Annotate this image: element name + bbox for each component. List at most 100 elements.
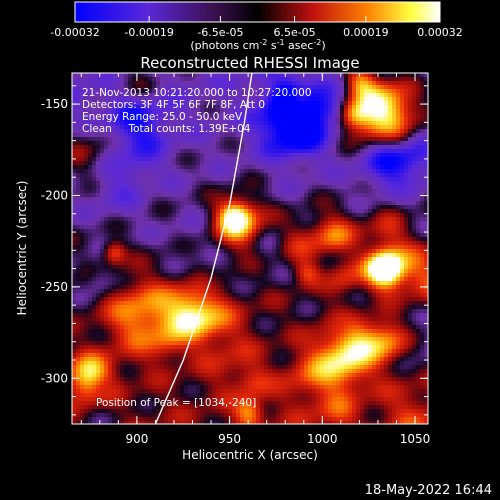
heatmap-cell <box>192 125 197 130</box>
heatmap-cell <box>400 137 405 142</box>
heatmap-cell <box>176 137 181 142</box>
heatmap-cell <box>392 205 397 210</box>
heatmap-cell <box>76 121 81 126</box>
heatmap-cell <box>156 245 161 250</box>
heatmap-cell <box>196 261 201 266</box>
heatmap-cell <box>164 225 169 230</box>
heatmap-cell <box>324 77 329 82</box>
heatmap-cell <box>240 197 245 202</box>
heatmap-cell <box>252 77 257 82</box>
heatmap-cell <box>84 269 89 274</box>
heatmap-cell <box>284 165 289 170</box>
heatmap-cell <box>220 221 225 226</box>
heatmap-cell <box>352 101 357 106</box>
heatmap-cell <box>364 213 369 218</box>
heatmap-cell <box>400 277 405 282</box>
heatmap-cell <box>308 265 313 270</box>
heatmap-cell <box>132 257 137 262</box>
heatmap-cell <box>328 225 333 230</box>
heatmap-cell <box>300 105 305 110</box>
heatmap-cell <box>208 261 213 266</box>
heatmap-cell <box>168 185 173 190</box>
heatmap-cell <box>324 93 329 98</box>
heatmap-cell <box>104 261 109 266</box>
heatmap-cell <box>360 181 365 186</box>
heatmap-cell <box>400 153 405 158</box>
heatmap-cell <box>208 125 213 130</box>
heatmap-cell <box>80 273 85 278</box>
heatmap-cell <box>340 273 345 278</box>
heatmap-cell <box>76 165 81 170</box>
heatmap-cell <box>328 217 333 222</box>
heatmap-cell <box>356 101 361 106</box>
heatmap-cell <box>240 269 245 274</box>
heatmap-cell <box>296 169 301 174</box>
heatmap-cell <box>88 125 93 130</box>
heatmap-cell <box>228 245 233 250</box>
heatmap-cell <box>320 133 325 138</box>
heatmap-cell <box>412 285 417 290</box>
heatmap-cell <box>304 241 309 246</box>
heatmap-cell <box>352 145 357 150</box>
heatmap-cell <box>112 121 117 126</box>
heatmap-cell <box>396 181 401 186</box>
heatmap-cell <box>320 277 325 282</box>
heatmap-cell <box>132 285 137 290</box>
heatmap-cell <box>352 109 357 114</box>
heatmap-cell <box>424 153 428 158</box>
heatmap-cell <box>396 133 401 138</box>
heatmap-cell <box>80 145 85 150</box>
heatmap-cell <box>260 85 265 90</box>
heatmap-cell <box>236 293 241 298</box>
heatmap-cell <box>96 217 101 222</box>
heatmap-cell <box>416 277 421 282</box>
heatmap-cell <box>204 169 209 174</box>
heatmap-cell <box>236 85 241 90</box>
heatmap-cell <box>120 209 125 214</box>
heatmap-cell <box>284 129 289 134</box>
heatmap-cell <box>340 277 345 282</box>
heatmap-cell <box>228 193 233 198</box>
heatmap-cell <box>324 125 329 130</box>
heatmap-cell <box>124 145 129 150</box>
heatmap-cell <box>412 197 417 202</box>
heatmap-cell <box>260 105 265 110</box>
heatmap-cell <box>152 265 157 270</box>
heatmap-cell <box>396 237 401 242</box>
heatmap-cell <box>304 129 309 134</box>
heatmap-cell <box>364 161 369 166</box>
heatmap-cell <box>276 73 281 78</box>
heatmap-cell <box>144 137 149 142</box>
heatmap-cell <box>424 169 428 174</box>
heatmap-cell <box>304 277 309 282</box>
heatmap-cell <box>268 269 273 274</box>
heatmap-cell <box>228 117 233 122</box>
heatmap-cell <box>136 121 141 126</box>
heatmap-cell <box>392 77 397 82</box>
heatmap-cell <box>300 149 305 154</box>
heatmap-cell <box>232 209 237 214</box>
heatmap-cell <box>112 205 117 210</box>
heatmap-cell <box>276 261 281 266</box>
heatmap-cell <box>236 245 241 250</box>
heatmap-cell <box>408 81 413 86</box>
heatmap-cell <box>352 97 357 102</box>
heatmap-cell <box>180 221 185 226</box>
heatmap-cell <box>328 177 333 182</box>
heatmap-cell <box>192 177 197 182</box>
heatmap-cell <box>400 185 405 190</box>
heatmap-cell <box>160 117 165 122</box>
heatmap-cell <box>400 165 405 170</box>
heatmap-cell <box>356 169 361 174</box>
heatmap-cell <box>372 93 377 98</box>
heatmap-cell <box>168 169 173 174</box>
heatmap-cell <box>344 205 349 210</box>
heatmap-cell <box>196 217 201 222</box>
heatmap-cell <box>408 265 413 270</box>
heatmap-cell <box>408 281 413 286</box>
heatmap-cell <box>408 201 413 206</box>
heatmap-cell <box>144 149 149 154</box>
heatmap-cell <box>360 177 365 182</box>
heatmap-cell <box>380 177 385 182</box>
heatmap-cell <box>100 217 105 222</box>
